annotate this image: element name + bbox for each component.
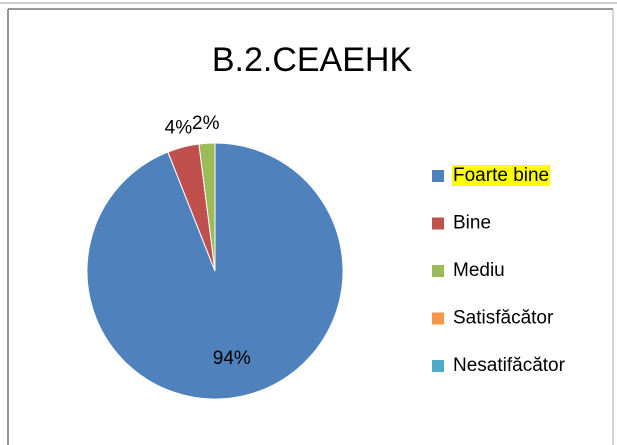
- legend-label: Bine: [453, 213, 491, 234]
- legend-swatch: [432, 360, 444, 372]
- legend-label: Nesatifăcător: [453, 355, 566, 376]
- data-label: 4%: [165, 117, 193, 138]
- legend-swatch: [432, 265, 444, 277]
- legend-highlight: [452, 165, 551, 187]
- legend-swatch: [432, 217, 444, 230]
- legend-label: Satisfăcător: [453, 308, 554, 329]
- legend-swatch: [432, 170, 444, 182]
- legend-label: Foarte bine: [453, 165, 549, 186]
- chart-title: B.2.CEAEHK: [212, 41, 413, 79]
- data-label: 94%: [213, 348, 251, 369]
- legend-swatch: [432, 312, 444, 325]
- pie-slice: [198, 142, 216, 272]
- data-label: 2%: [192, 113, 220, 134]
- legend-label: Mediu: [453, 260, 505, 281]
